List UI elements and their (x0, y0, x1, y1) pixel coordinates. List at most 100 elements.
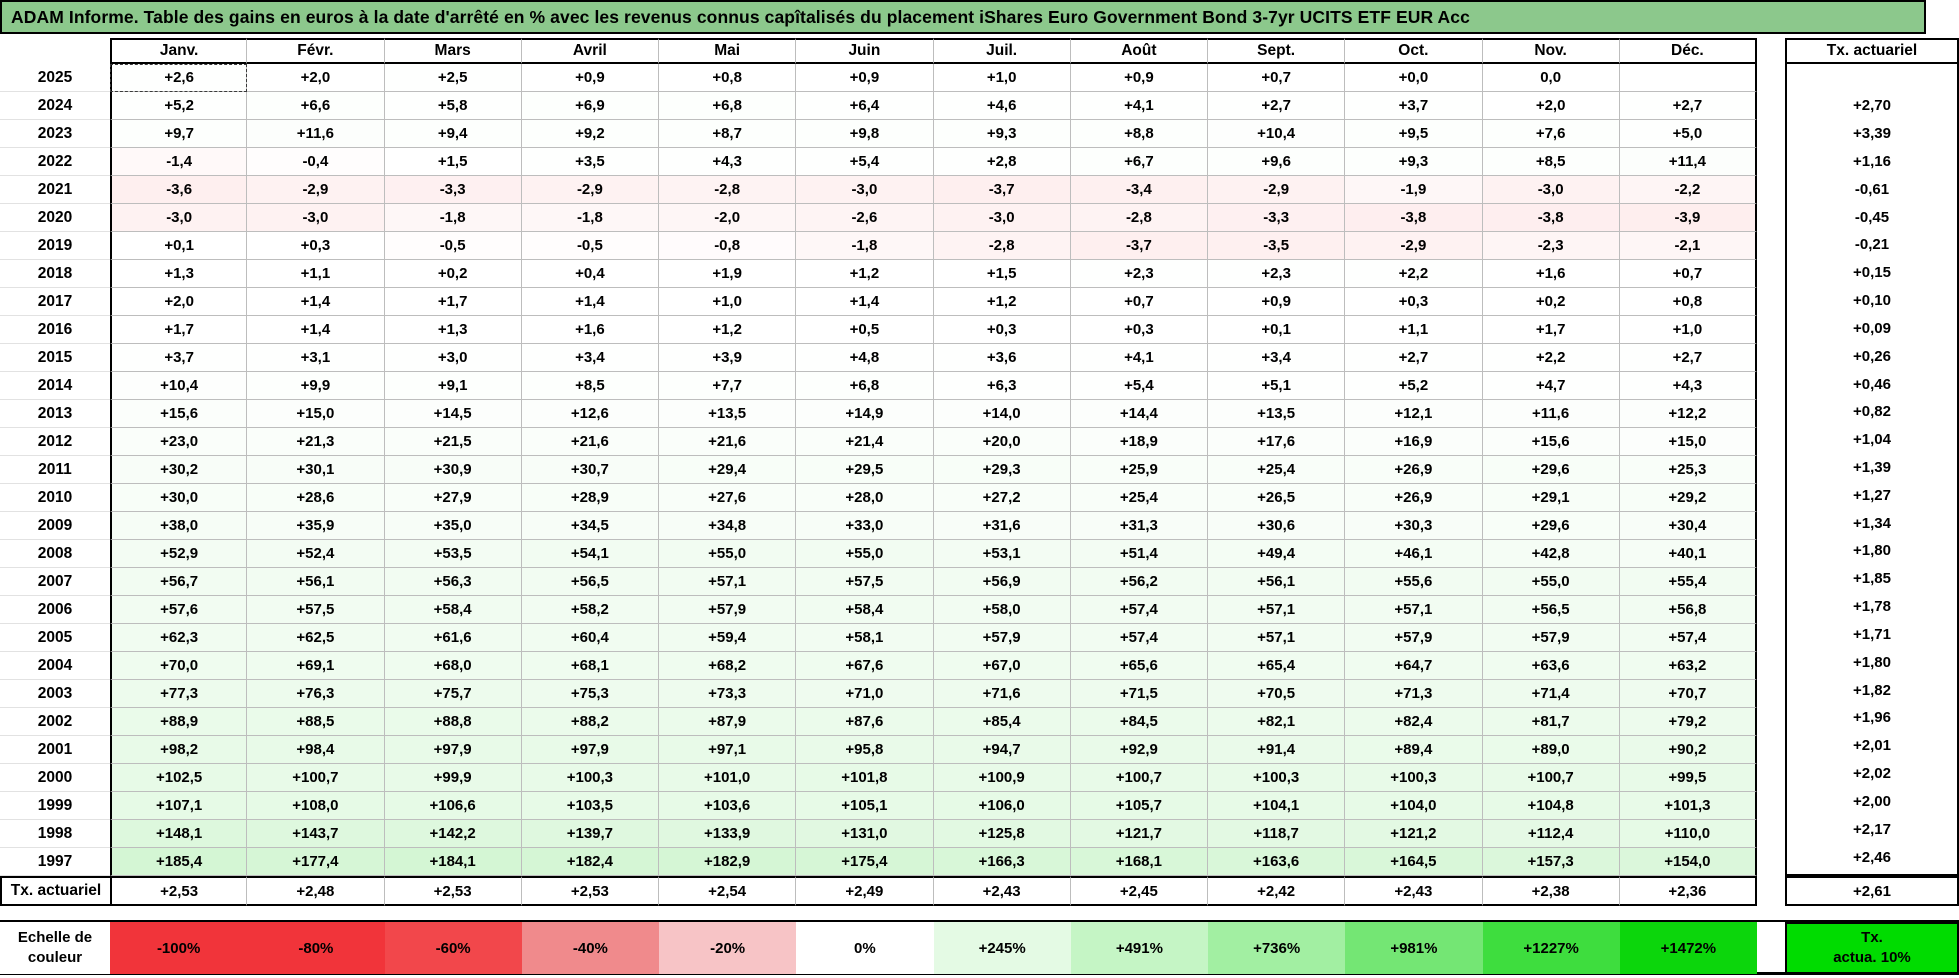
gain-cell[interactable]: +71,3 (1345, 680, 1483, 708)
gain-cell[interactable]: +100,3 (1208, 764, 1346, 792)
gain-cell[interactable]: +100,3 (521, 764, 659, 792)
gain-cell[interactable]: +100,3 (1345, 764, 1483, 792)
gain-cell[interactable]: +85,4 (933, 708, 1071, 736)
tx-value-cell[interactable]: +1,82 (1853, 681, 1891, 699)
gain-cell[interactable]: +58,0 (933, 596, 1071, 624)
gain-cell[interactable]: +3,1 (247, 344, 385, 372)
gain-cell[interactable]: +103,6 (659, 792, 797, 820)
gain-cell[interactable]: -1,4 (110, 148, 248, 176)
gain-cell[interactable]: +106,6 (384, 792, 522, 820)
year-label[interactable]: 2000 (0, 764, 110, 792)
year-label[interactable]: 1999 (0, 792, 110, 820)
gain-cell[interactable]: +46,1 (1345, 540, 1483, 568)
gain-cell[interactable]: +3,9 (659, 344, 797, 372)
gain-cell[interactable]: +9,4 (384, 120, 522, 148)
gain-cell[interactable]: +31,3 (1070, 512, 1208, 540)
gain-cell[interactable]: +2,7 (1208, 92, 1346, 120)
gain-cell[interactable]: +27,6 (659, 484, 797, 512)
gain-cell[interactable]: +30,7 (521, 456, 659, 484)
tx-row-label[interactable]: Tx. actuariel (0, 876, 110, 906)
gain-cell[interactable]: +5,1 (1208, 372, 1346, 400)
tx-value-cell[interactable]: +0,09 (1853, 319, 1891, 337)
gain-cell[interactable]: +97,9 (521, 736, 659, 764)
gain-cell[interactable]: +100,7 (247, 764, 385, 792)
gain-cell[interactable]: +4,7 (1482, 372, 1620, 400)
gain-cell[interactable]: +25,3 (1619, 456, 1757, 484)
gain-cell[interactable]: +75,3 (521, 680, 659, 708)
gain-cell[interactable]: +53,5 (384, 540, 522, 568)
month-header[interactable]: Sept. (1208, 38, 1346, 64)
gain-cell[interactable]: +17,6 (1208, 428, 1346, 456)
gain-cell[interactable]: +61,6 (384, 624, 522, 652)
gain-cell[interactable]: -3,8 (1482, 204, 1620, 232)
gain-cell[interactable]: +1,1 (1345, 316, 1483, 344)
gain-cell[interactable]: +29,1 (1482, 484, 1620, 512)
tx-value-cell[interactable]: +1,71 (1853, 625, 1891, 643)
gain-cell[interactable]: +55,0 (1482, 568, 1620, 596)
year-label[interactable]: 2013 (0, 400, 110, 428)
gain-cell[interactable]: +1,5 (384, 148, 522, 176)
legend-cell[interactable]: -40% (521, 922, 659, 974)
gain-cell[interactable]: -2,2 (1619, 176, 1757, 204)
gain-cell[interactable]: +185,4 (110, 848, 248, 876)
tx-value-cell[interactable]: +2,17 (1853, 820, 1891, 838)
tx-value-cell[interactable]: -0,21 (1854, 236, 1890, 254)
gain-cell[interactable]: +112,4 (1482, 820, 1620, 848)
gain-cell[interactable]: +14,0 (933, 400, 1071, 428)
gain-cell[interactable]: +65,4 (1208, 652, 1346, 680)
legend-cell[interactable]: -20% (659, 922, 797, 974)
gain-cell[interactable]: -2,3 (1482, 232, 1620, 260)
gain-cell[interactable]: +68,0 (384, 652, 522, 680)
gain-cell[interactable]: +21,4 (796, 428, 934, 456)
legend-cell[interactable]: +981% (1345, 922, 1483, 974)
tx-value-cell[interactable]: +1,80 (1853, 542, 1891, 560)
gain-cell[interactable]: +52,4 (247, 540, 385, 568)
tx-value-cell[interactable]: +1,78 (1853, 598, 1891, 616)
gain-cell[interactable]: +18,9 (1070, 428, 1208, 456)
tx-value-cell[interactable]: +0,46 (1853, 375, 1891, 393)
month-header[interactable]: Nov. (1482, 38, 1620, 64)
gain-cell[interactable]: +1,0 (659, 288, 797, 316)
gain-cell[interactable]: +100,7 (1070, 764, 1208, 792)
gain-cell[interactable]: +0,9 (521, 64, 659, 92)
gain-cell[interactable]: +55,6 (1345, 568, 1483, 596)
gain-cell[interactable]: +28,9 (521, 484, 659, 512)
gain-cell[interactable]: +1,3 (384, 316, 522, 344)
year-label[interactable]: 2006 (0, 596, 110, 624)
gain-cell[interactable]: +5,4 (796, 148, 934, 176)
gain-cell[interactable]: -3,7 (933, 176, 1071, 204)
gain-cell[interactable]: +2,0 (1482, 92, 1620, 120)
legend-cell[interactable]: +1472% (1619, 922, 1757, 974)
tx-value-cell[interactable]: +0,10 (1853, 292, 1891, 310)
gain-cell[interactable]: +11,6 (1482, 400, 1620, 428)
year-label[interactable]: 2007 (0, 568, 110, 596)
gain-cell[interactable] (1619, 64, 1757, 92)
year-label[interactable]: 2020 (0, 204, 110, 232)
tx-value-cell[interactable]: +2,46 (1853, 848, 1891, 866)
gain-cell[interactable]: +105,7 (1070, 792, 1208, 820)
gain-cell[interactable]: +4,1 (1070, 92, 1208, 120)
gain-cell[interactable]: +6,8 (659, 92, 797, 120)
gain-cell[interactable]: +92,9 (1070, 736, 1208, 764)
gain-cell[interactable]: 0,0 (1482, 64, 1620, 92)
gain-cell[interactable]: +8,8 (1070, 120, 1208, 148)
gain-cell[interactable]: +157,3 (1482, 848, 1620, 876)
month-header[interactable]: Avril (521, 38, 659, 64)
tx-month-cell[interactable]: +2,48 (247, 876, 385, 906)
gain-cell[interactable]: +101,0 (659, 764, 797, 792)
gain-cell[interactable]: -3,0 (796, 176, 934, 204)
gain-cell[interactable]: +15,0 (247, 400, 385, 428)
gain-cell[interactable]: +10,4 (1208, 120, 1346, 148)
tx-month-cell[interactable]: +2,38 (1482, 876, 1620, 906)
gain-cell[interactable]: +148,1 (110, 820, 248, 848)
gain-cell[interactable]: +56,1 (1208, 568, 1346, 596)
gain-cell[interactable]: +52,9 (110, 540, 248, 568)
gain-cell[interactable]: +125,8 (933, 820, 1071, 848)
gain-cell[interactable]: +104,0 (1345, 792, 1483, 820)
gain-cell[interactable]: +58,4 (384, 596, 522, 624)
gain-cell[interactable]: +184,1 (384, 848, 522, 876)
gain-cell[interactable]: +34,8 (659, 512, 797, 540)
gain-cell[interactable]: +0,9 (1070, 64, 1208, 92)
gain-cell[interactable]: +71,0 (796, 680, 934, 708)
legend-cell[interactable]: +245% (933, 922, 1071, 974)
